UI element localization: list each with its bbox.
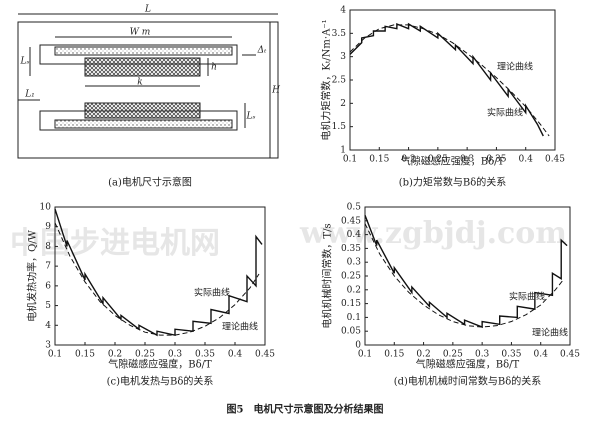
y-tick-label: 7 <box>45 262 51 272</box>
x-tick-label: 0.35 <box>486 155 506 165</box>
dimension-label: W m <box>130 28 151 38</box>
x-tick-label: 0.25 <box>135 350 155 360</box>
chart-caption: (c)电机发热与Bδ的关系 <box>107 375 214 388</box>
x-tick-label: 0.45 <box>255 350 275 360</box>
y-tick-label: 0.2 <box>347 285 361 295</box>
y-axis-label: 电机力矩常数，Kₜ/Nm·A⁻¹ <box>320 19 333 140</box>
dimension-label: h <box>211 63 217 73</box>
dimension-label: Lₛ <box>245 112 255 122</box>
x-tick-label: 0.3 <box>460 155 475 165</box>
series-line <box>54 208 263 337</box>
dimension-label: H <box>271 86 280 96</box>
series-annotation: 实际曲线 <box>194 287 230 299</box>
y-tick-label: 3.5 <box>332 29 347 39</box>
y-tick-label: 8 <box>45 242 51 252</box>
x-tick-label: 0.2 <box>401 155 415 165</box>
y-tick-label: 4 <box>45 321 51 331</box>
y-tick-label: 9 <box>45 222 51 232</box>
x-tick-label: 0.35 <box>501 350 521 360</box>
y-tick-label: 0.5 <box>347 203 362 213</box>
x-tick-label: 0.3 <box>168 350 183 360</box>
y-tick-label: 0.45 <box>341 216 361 226</box>
series-annotation: 实际曲线 <box>487 107 523 119</box>
y-tick-label: 0.35 <box>341 244 361 254</box>
y-tick-label: 2 <box>340 99 346 109</box>
x-tick-label: 0.15 <box>369 155 389 165</box>
x-tick-label: 0.1 <box>48 350 62 360</box>
x-axis-label: 气隙磁感应强度，Bδ/T <box>108 358 212 371</box>
x-tick-label: 0.2 <box>108 350 122 360</box>
series-line <box>54 222 260 336</box>
y-tick-label: 3 <box>340 52 346 62</box>
y-tick-label: 6 <box>45 281 51 291</box>
chart-caption: (b)力矩常数与Bδ的关系 <box>399 176 507 189</box>
x-tick-label: 0.4 <box>228 350 243 360</box>
x-tick-label: 0.4 <box>534 350 549 360</box>
dimension-diagram <box>17 13 279 159</box>
y-tick-label: 0 <box>355 341 361 351</box>
watermark: www.zgbjdj.com <box>299 216 567 251</box>
watermark: 中国步进电机网 <box>10 226 220 261</box>
series-annotation: 理论曲线 <box>497 61 533 73</box>
diagram-caption: (a)电机尺寸示意图 <box>108 176 192 189</box>
y-tick-label: 0.4 <box>347 230 362 240</box>
y-tick-label: 2.5 <box>332 76 347 86</box>
dimension-label: L <box>144 5 151 15</box>
y-tick-label: 1.5 <box>332 122 347 132</box>
series-annotation: 理论曲线 <box>222 321 258 333</box>
series-line <box>349 22 544 137</box>
series-annotation: 理论曲线 <box>532 327 568 339</box>
y-tick-label: 0.3 <box>347 258 362 268</box>
figure-caption: 图5 电机尺寸示意图及分析结果图 <box>227 403 384 416</box>
y-tick-label: 0.15 <box>341 299 361 309</box>
x-tick-label: 0.45 <box>545 155 565 165</box>
dimension-label: Δₜ <box>257 46 267 56</box>
y-tick-label: 1 <box>340 146 346 156</box>
dimension-label: k <box>137 78 142 88</box>
x-tick-label: 0.15 <box>75 350 95 360</box>
x-tick-label: 0.25 <box>428 155 448 165</box>
x-tick-label: 0.25 <box>443 350 463 360</box>
y-tick-label: 0.05 <box>341 327 361 337</box>
series-annotation: 实际曲线 <box>509 291 545 303</box>
y-tick-label: 5 <box>45 301 51 311</box>
series-line <box>349 24 550 137</box>
y-tick-label: 0.25 <box>341 272 361 282</box>
dimension-label: Lₛ <box>19 57 29 67</box>
y-axis-label: 电机发热功率，Q/W <box>26 229 39 322</box>
x-tick-label: 0.4 <box>519 155 534 165</box>
x-axis-label: 气隙磁感应强度，Bδ/T <box>401 155 505 168</box>
y-axis-label: 电机机械时间常数，T/s <box>321 223 334 328</box>
x-tick-label: 0.15 <box>384 350 404 360</box>
x-tick-label: 0.1 <box>343 155 357 165</box>
y-tick-label: 0.1 <box>347 313 361 323</box>
x-tick-label: 0.1 <box>358 350 372 360</box>
x-tick-label: 0.35 <box>195 350 215 360</box>
y-tick-label: 4 <box>340 6 346 16</box>
y-tick-label: 10 <box>40 203 52 213</box>
x-tick-label: 0.2 <box>416 350 430 360</box>
dimension-label: L₁ <box>24 90 35 100</box>
series-line <box>364 215 568 329</box>
x-axis-label: 气隙磁感应强度，Bδ/T <box>416 358 520 371</box>
x-tick-label: 0.45 <box>560 350 580 360</box>
x-tick-label: 0.3 <box>475 350 490 360</box>
series-line <box>364 223 565 328</box>
y-tick-label: 3 <box>45 341 51 351</box>
chart-caption: (d)电机机械时间常数与Bδ的关系 <box>394 375 542 388</box>
plot-frame <box>54 206 266 346</box>
